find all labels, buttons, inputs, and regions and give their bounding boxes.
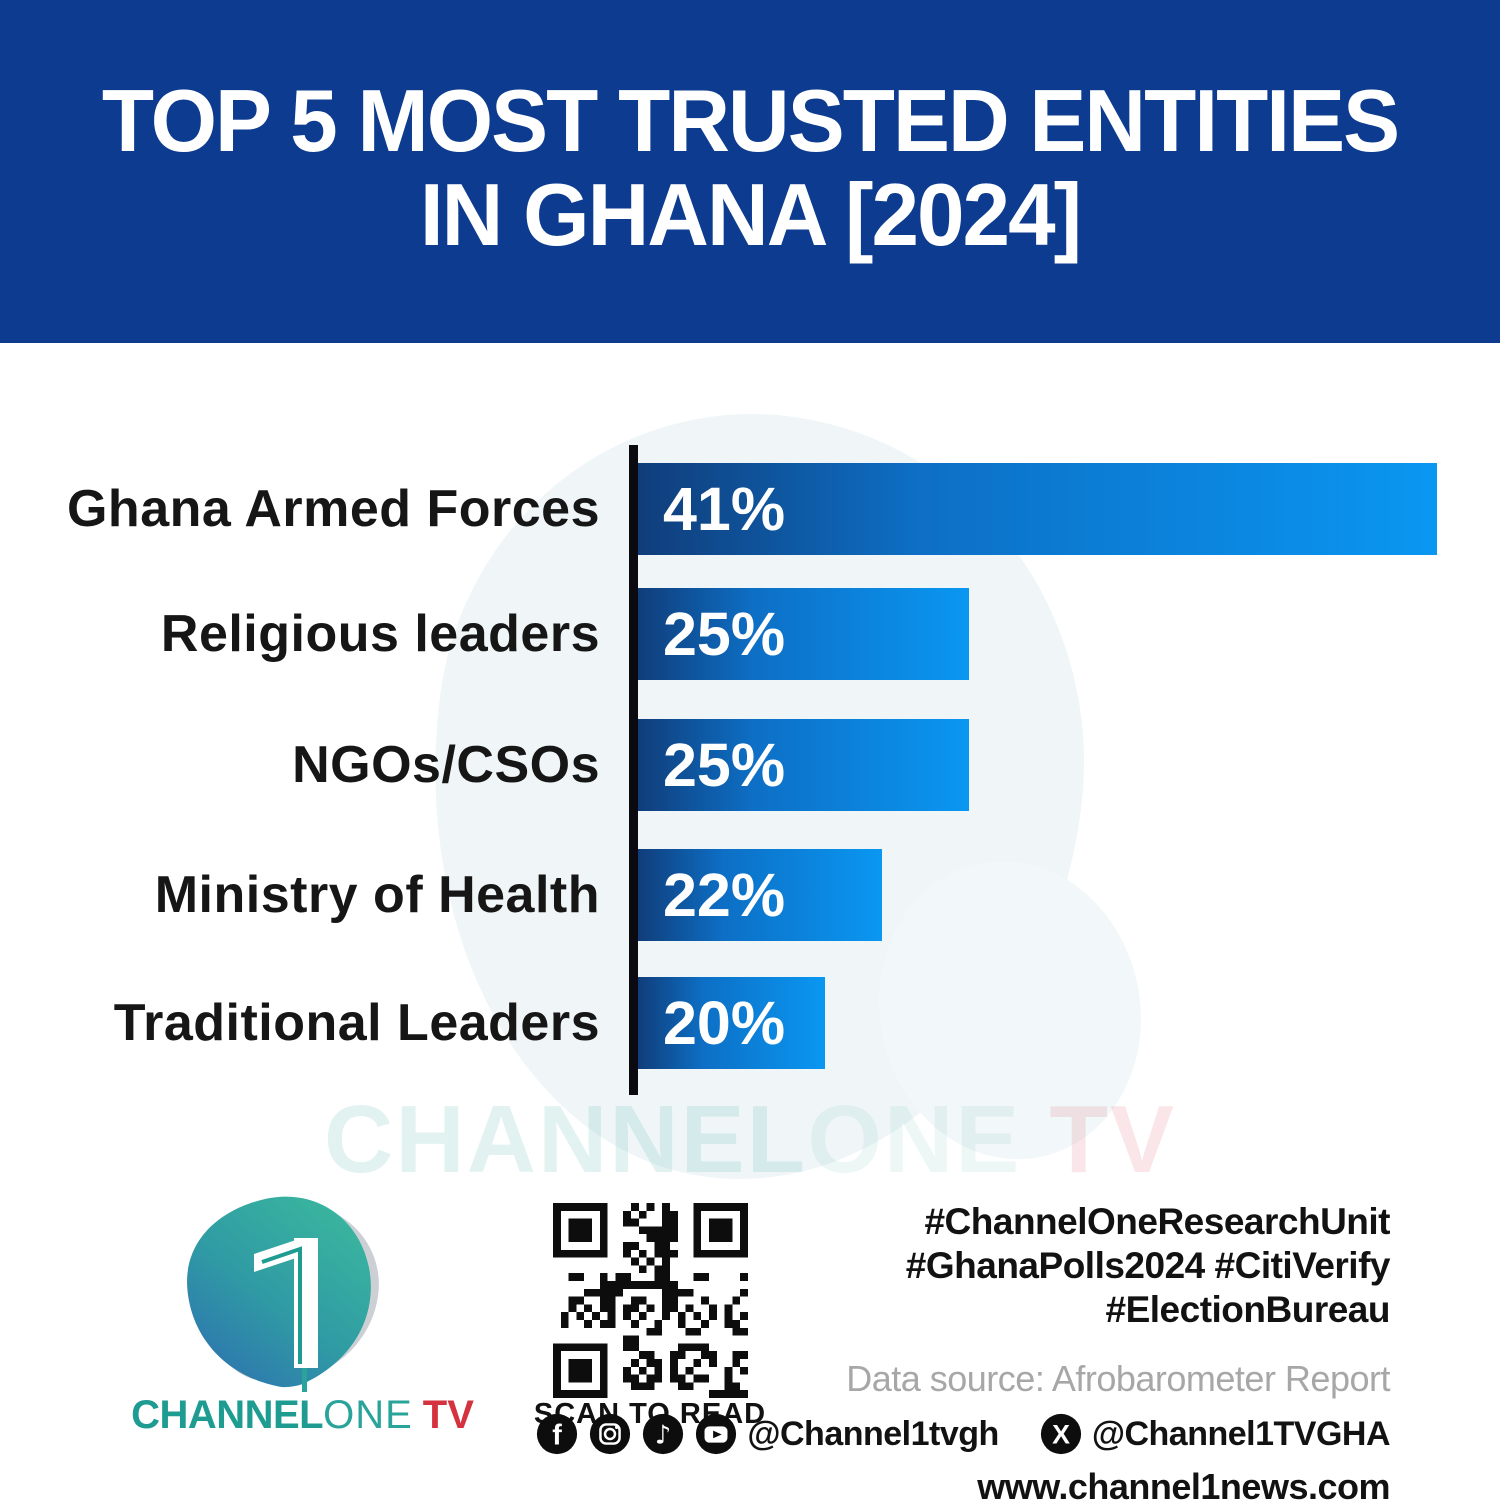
header-banner: TOP 5 MOST TRUSTED ENTITIES IN GHANA [20… [0,0,1500,343]
data-source-note: Data source: Afrobarometer Report [846,1358,1390,1399]
y-axis-line [629,445,638,1095]
website-url: www.channel1news.com [977,1466,1390,1500]
wordmark-tv: TV [422,1393,474,1437]
watermark-tv: TV [1049,1086,1176,1193]
bar-value-label: 22% [663,861,786,929]
watermark-one: ONE [807,1086,1022,1193]
page-title-line2: IN GHANA [2024] [419,165,1082,264]
hashtag-line: #ChannelOneResearchUnit [924,1201,1390,1242]
channel-one-logo [150,1188,410,1396]
svg-text:X: X [1052,1420,1070,1450]
bar-value-label: 25% [663,731,786,799]
category-label: NGOs/CSOs [292,736,600,794]
qr-code [553,1203,748,1398]
hashtag-line: #ElectionBureau [1105,1289,1391,1330]
instagram-icon [588,1412,632,1456]
bar-value-label: 41% [663,475,786,543]
logo-one-stem [294,1238,318,1368]
category-label: Ghana Armed Forces [66,480,600,538]
page-title-line1: TOP 5 MOST TRUSTED ENTITIES [101,71,1400,170]
tiktok-icon: ♪ [641,1412,685,1456]
youtube-icon [694,1412,738,1456]
svg-text:♪: ♪ [655,1421,671,1451]
category-label: Religious leaders [160,605,600,663]
logo-pick-shape [187,1196,371,1388]
footer-right-block: #ChannelOneResearchUnit #GhanaPolls2024 … [535,1200,1391,1500]
wordmark-one: ONE [323,1393,413,1437]
bar: 20% [638,977,825,1069]
social-row: f ♪ @Channel1tvgh X @Channel1TVGHA [535,1412,1391,1456]
channel-watermark-text: CHANNELONE TV [0,1085,1500,1195]
category-label: Traditional Leaders [113,994,600,1052]
wordmark-channel: CHANNEL [131,1393,324,1437]
bar: 25% [638,719,969,811]
social-handle-primary: @Channel1tvgh [747,1414,999,1453]
bar: 25% [638,588,969,680]
page-title: TOP 5 MOST TRUSTED ENTITIES IN GHANA [20… [23,0,1478,262]
hashtag-line: #GhanaPolls2024 #CitiVerify [905,1245,1391,1286]
watermark-channel: CHANNEL [323,1086,808,1193]
bar: 22% [638,849,882,941]
x-icon: X [1039,1412,1083,1456]
facebook-icon: f [535,1412,579,1456]
bar-value-label: 20% [663,989,786,1057]
logo-wordmark: CHANNELONE TV [130,1393,475,1438]
hashtag-block: #ChannelOneResearchUnit #GhanaPolls2024 … [905,1200,1391,1332]
category-label: Ministry of Health [154,866,600,924]
bar-value-label: 25% [663,600,786,668]
social-handle-x: @Channel1TVGHA [1091,1414,1391,1453]
svg-text:f: f [553,1420,563,1452]
bar: 41% [638,463,1437,555]
